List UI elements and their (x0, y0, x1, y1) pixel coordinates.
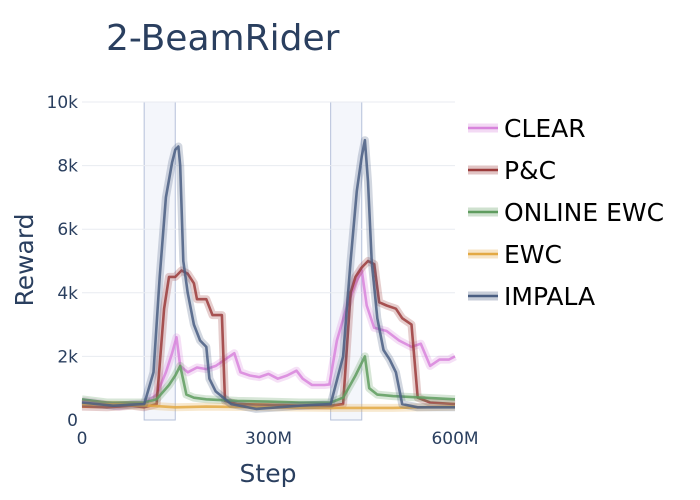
legend-item[interactable]: IMPALA (468, 282, 595, 311)
series-line (81, 355, 456, 404)
y-axis-title: Reward (10, 213, 39, 306)
y-tick-label: 8k (57, 157, 78, 177)
y-tick-label: 4k (57, 284, 78, 304)
legend-label: P&C (504, 156, 556, 185)
series-band (81, 136, 455, 413)
legend-label: EWC (504, 240, 562, 269)
x-axis-title: Step (240, 459, 297, 488)
x-axis-ticks: 0 300M 600M (77, 429, 479, 449)
series-lines (81, 136, 457, 413)
legend-item[interactable]: ONLINE EWC (468, 198, 664, 227)
y-axis-ticks: 0 2k 4k 6k 8k 10k (47, 93, 79, 431)
legend-label: CLEAR (504, 114, 586, 143)
legend-label: ONLINE EWC (504, 198, 664, 227)
series-line (81, 138, 455, 411)
chart-title: 2-BeamRider (106, 18, 340, 59)
legend-item[interactable]: P&C (468, 156, 556, 185)
y-tick-label: 6k (57, 220, 78, 240)
x-tick-label: 300M (245, 429, 292, 449)
y-tick-label: 10k (47, 93, 79, 113)
gridlines (82, 101, 455, 357)
legend-label: IMPALA (504, 282, 595, 311)
x-tick-label: 600M (431, 429, 478, 449)
series-line (81, 259, 456, 409)
legend-item[interactable]: CLEAR (468, 114, 586, 143)
y-tick-label: 0 (67, 411, 78, 431)
x-tick-label: 0 (77, 429, 88, 449)
legend-item[interactable]: EWC (468, 240, 562, 269)
series-line (81, 269, 456, 408)
y-tick-label: 2k (57, 347, 78, 367)
legend: CLEAR P&C ONLINE EWC EWC IMPALA (468, 114, 664, 311)
